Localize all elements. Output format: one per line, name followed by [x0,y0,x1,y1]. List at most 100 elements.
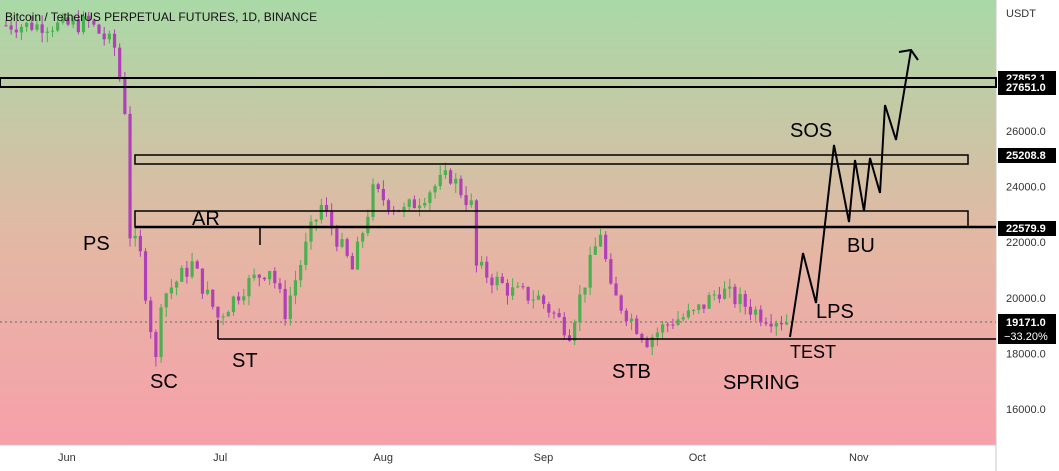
candle-body [573,322,577,341]
candle-body [288,295,292,320]
candle-body [366,216,370,234]
candle-body [19,26,24,33]
time-axis-panel [0,445,996,471]
price-tag-t4-bg [998,221,1056,236]
candle-body [304,241,308,265]
candle-body [660,324,665,333]
candle-body [361,233,365,242]
candle-body [733,286,737,305]
chart-title: Bitcoin / TetherUS PERPETUAL FUTURES, 1D… [5,10,317,24]
candle-body [593,246,597,255]
candle-body [242,296,246,301]
candle-body [87,15,91,21]
price-tag-change: −33.20% [1004,331,1048,343]
candle-body [268,271,272,280]
candle-body [542,295,546,305]
candle-body [4,25,8,27]
candle-body [635,318,639,334]
candle-body [237,296,241,301]
candle-body [262,277,267,280]
candle-body [76,19,80,33]
candle-body [764,322,768,324]
candle-body [604,234,608,260]
candle-body [526,286,530,301]
candle-body [283,288,287,320]
candle-body [785,322,789,325]
candle-body [169,287,173,294]
candle-body [118,47,122,80]
candle-body [30,22,34,30]
price-tag-t2-bg [998,80,1056,95]
candle-body [330,211,334,229]
candle-body [676,319,680,325]
candle-body [655,332,659,338]
candle-body [552,312,556,314]
candle-body [381,188,385,201]
candle-body [433,186,437,193]
candle-body [216,306,220,318]
candle-body [257,274,261,278]
candle-body [511,287,515,296]
candle-body [578,294,582,323]
candle-body [345,239,349,256]
candle-body [691,310,696,312]
candle-body [14,29,18,33]
candle-body [66,17,70,25]
price-tag-t3: 25208.8 [1006,150,1046,162]
candle-body [717,294,722,299]
candle-body [149,300,153,333]
label-ar: AR [192,208,220,230]
x-tick-label: Jun [58,452,76,464]
y-tick-label: 26000.0 [1006,126,1046,138]
candle-body [112,33,117,48]
label-bu: BU [847,235,875,257]
candle-body [407,199,411,207]
candle-body [195,261,199,269]
x-tick-labels: Jun Jul Aug Sep Oct Nov [58,452,869,464]
candle-body [371,184,375,217]
x-tick-label: Oct [689,452,706,464]
x-tick-label: Sep [534,452,554,464]
candle-body [164,293,168,308]
price-tag-t2: 27651.0 [1006,82,1046,94]
candle-body [722,288,727,299]
candle-body [107,33,111,40]
candle-body [754,309,758,315]
candle-body [459,178,463,196]
candle-body [531,299,535,301]
candle-body [335,228,339,247]
candle-body [681,317,685,320]
candle-body [221,316,225,318]
candle-body [97,24,101,34]
price-tag-current-bg [998,314,1056,344]
candle-body [247,278,251,297]
price-tag-t3-bg [998,148,1056,163]
candle-body [185,267,189,277]
candle-body [629,318,634,322]
candle-body [402,206,406,212]
candle-body [474,200,479,266]
candle-body [412,199,416,209]
candle-body [324,204,329,212]
label-test: TEST [790,342,836,362]
candle-body [712,294,716,296]
candle-body [50,30,55,32]
y-tick-label: 20000.0 [1006,293,1046,305]
y-tick-label: 24000.0 [1006,182,1046,194]
candle-body [454,178,458,184]
y-tick-label: 16000.0 [1006,404,1046,416]
candle-body [154,332,158,358]
candle-body [350,255,354,270]
top-resistance-band [0,77,997,88]
candle-body [686,310,690,318]
candle-body [671,324,675,326]
price-tag-current: 19171.0 [1006,317,1046,329]
candle-body [423,202,427,206]
candle-body [417,205,422,209]
candle-body [598,234,603,247]
candle-body [697,304,701,311]
candle-body [231,296,236,313]
label-lps: LPS [816,301,854,323]
